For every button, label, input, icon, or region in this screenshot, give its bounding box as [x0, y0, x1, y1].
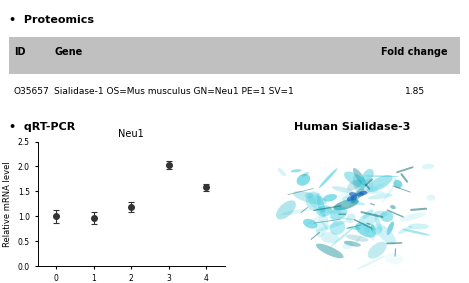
Ellipse shape	[346, 235, 368, 242]
Ellipse shape	[402, 229, 430, 235]
Ellipse shape	[372, 226, 383, 235]
Ellipse shape	[356, 192, 364, 197]
Ellipse shape	[344, 171, 367, 188]
Ellipse shape	[362, 222, 375, 241]
Ellipse shape	[374, 213, 382, 233]
Ellipse shape	[395, 179, 400, 183]
Ellipse shape	[357, 256, 385, 270]
Ellipse shape	[374, 211, 388, 217]
Ellipse shape	[364, 175, 399, 177]
Ellipse shape	[390, 205, 396, 209]
Ellipse shape	[339, 188, 353, 207]
Ellipse shape	[333, 199, 359, 210]
Ellipse shape	[358, 213, 378, 226]
Ellipse shape	[347, 200, 365, 205]
Ellipse shape	[278, 168, 286, 176]
Ellipse shape	[323, 194, 337, 201]
Ellipse shape	[386, 222, 394, 235]
Ellipse shape	[330, 207, 348, 220]
Ellipse shape	[329, 216, 339, 226]
Ellipse shape	[351, 187, 364, 203]
Ellipse shape	[363, 183, 385, 194]
Text: 1.85: 1.85	[405, 87, 424, 97]
Ellipse shape	[316, 215, 328, 237]
Ellipse shape	[426, 194, 436, 201]
Ellipse shape	[364, 186, 378, 194]
Ellipse shape	[315, 207, 342, 214]
Ellipse shape	[307, 211, 328, 225]
Text: O35657: O35657	[14, 87, 50, 97]
Ellipse shape	[356, 178, 368, 189]
Ellipse shape	[321, 232, 339, 243]
Ellipse shape	[385, 253, 403, 264]
Ellipse shape	[398, 226, 412, 234]
Ellipse shape	[302, 172, 309, 177]
Ellipse shape	[353, 174, 366, 196]
Text: Gene: Gene	[54, 46, 83, 57]
Ellipse shape	[356, 236, 361, 243]
Ellipse shape	[318, 211, 325, 217]
Ellipse shape	[281, 209, 310, 215]
Ellipse shape	[313, 189, 319, 196]
Ellipse shape	[344, 241, 361, 247]
Text: •  qRT-PCR: • qRT-PCR	[9, 122, 76, 132]
Ellipse shape	[332, 186, 354, 193]
Ellipse shape	[351, 195, 357, 200]
Ellipse shape	[303, 219, 318, 229]
Ellipse shape	[355, 223, 376, 237]
Ellipse shape	[276, 200, 296, 219]
Text: ID: ID	[14, 46, 25, 57]
Ellipse shape	[368, 194, 393, 199]
Y-axis label: Relative mRNA level: Relative mRNA level	[3, 161, 12, 247]
Ellipse shape	[367, 177, 373, 190]
Title: Neu1: Neu1	[119, 129, 144, 139]
Ellipse shape	[422, 164, 434, 169]
Ellipse shape	[316, 205, 332, 216]
Ellipse shape	[353, 168, 366, 186]
Ellipse shape	[342, 241, 354, 249]
Ellipse shape	[319, 168, 337, 188]
Ellipse shape	[321, 221, 328, 230]
Text: Fold change: Fold change	[381, 46, 448, 57]
Ellipse shape	[331, 228, 353, 246]
Ellipse shape	[342, 195, 356, 203]
Ellipse shape	[371, 224, 376, 235]
Ellipse shape	[349, 192, 357, 196]
Ellipse shape	[305, 193, 313, 199]
Ellipse shape	[308, 194, 317, 208]
Ellipse shape	[348, 227, 361, 230]
Ellipse shape	[316, 244, 344, 258]
Text: Sialidase-1 OS=Mus musculus GN=Neu1 PE=1 SV=1: Sialidase-1 OS=Mus musculus GN=Neu1 PE=1…	[54, 87, 294, 97]
Ellipse shape	[362, 169, 374, 183]
Ellipse shape	[392, 177, 400, 189]
Ellipse shape	[317, 193, 325, 217]
Ellipse shape	[400, 212, 425, 221]
Ellipse shape	[296, 174, 310, 186]
Text: Human Sialidase-3: Human Sialidase-3	[294, 122, 410, 132]
Ellipse shape	[359, 189, 385, 194]
Ellipse shape	[347, 179, 362, 190]
Ellipse shape	[366, 175, 393, 192]
Ellipse shape	[347, 196, 354, 201]
Ellipse shape	[316, 221, 347, 232]
Ellipse shape	[346, 213, 356, 223]
Ellipse shape	[362, 209, 373, 219]
Text: •  Proteomics: • Proteomics	[9, 15, 94, 25]
Ellipse shape	[359, 191, 368, 195]
Ellipse shape	[368, 230, 381, 237]
Ellipse shape	[330, 220, 345, 235]
Ellipse shape	[375, 224, 396, 245]
Ellipse shape	[368, 242, 386, 259]
Ellipse shape	[293, 191, 327, 205]
Ellipse shape	[306, 191, 321, 211]
Ellipse shape	[339, 217, 353, 220]
Ellipse shape	[393, 180, 402, 188]
Ellipse shape	[408, 224, 429, 230]
FancyBboxPatch shape	[9, 37, 460, 74]
Ellipse shape	[291, 169, 302, 172]
Ellipse shape	[380, 211, 393, 222]
Ellipse shape	[381, 187, 393, 203]
